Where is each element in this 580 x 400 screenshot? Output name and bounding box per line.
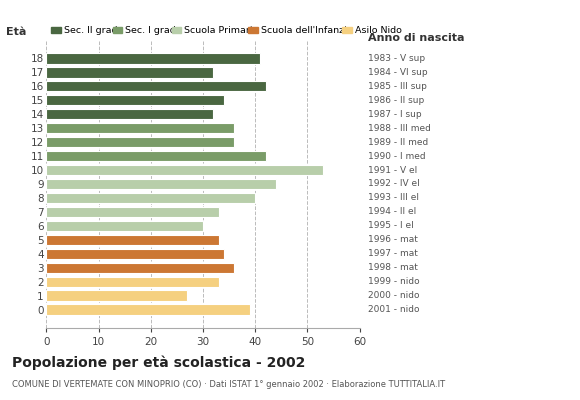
Text: 1989 - II med: 1989 - II med (368, 138, 429, 147)
Bar (46, 81, 266, 92)
Text: COMUNE DI VERTEMATE CON MINOPRIO (CO) · Dati ISTAT 1° gennaio 2002 · Elaborazion: COMUNE DI VERTEMATE CON MINOPRIO (CO) · … (12, 380, 445, 389)
Text: Anno di nascita: Anno di nascita (368, 33, 465, 43)
Text: Popolazione per età scolastica - 2002: Popolazione per età scolastica - 2002 (12, 356, 305, 370)
Text: 1999 - nido: 1999 - nido (368, 277, 420, 286)
Text: 1997 - mat: 1997 - mat (368, 249, 418, 258)
Bar (46, 179, 276, 189)
Bar (46, 248, 224, 259)
Bar (46, 53, 260, 64)
Bar (46, 207, 219, 217)
Text: 2000 - nido: 2000 - nido (368, 291, 420, 300)
Text: 1983 - V sup: 1983 - V sup (368, 54, 425, 63)
Text: 1996 - mat: 1996 - mat (368, 235, 418, 244)
Text: 1992 - IV el: 1992 - IV el (368, 180, 420, 188)
Text: 2001 - nido: 2001 - nido (368, 305, 420, 314)
Text: 1986 - II sup: 1986 - II sup (368, 96, 425, 105)
Text: 1995 - I el: 1995 - I el (368, 221, 414, 230)
Text: 1987 - I sup: 1987 - I sup (368, 110, 422, 119)
Bar (46, 235, 219, 245)
Bar (46, 151, 266, 161)
Bar (46, 95, 224, 106)
Bar (46, 276, 219, 287)
Bar (46, 67, 213, 78)
Bar (46, 137, 234, 147)
Bar (46, 290, 187, 301)
Bar (46, 123, 234, 133)
Text: 1985 - III sup: 1985 - III sup (368, 82, 427, 91)
Bar (46, 193, 255, 203)
Bar (46, 109, 213, 120)
Text: 1993 - III el: 1993 - III el (368, 194, 419, 202)
Bar (46, 165, 323, 175)
Text: 1991 - V el: 1991 - V el (368, 166, 418, 174)
Bar (46, 221, 203, 231)
Text: 1990 - I med: 1990 - I med (368, 152, 426, 160)
Text: 1988 - III med: 1988 - III med (368, 124, 431, 133)
Text: 1994 - II el: 1994 - II el (368, 208, 416, 216)
Text: 1984 - VI sup: 1984 - VI sup (368, 68, 428, 77)
Bar (46, 304, 250, 315)
Legend: Sec. II grado, Sec. I grado, Scuola Primaria, Scuola dell'Infanzia, Asilo Nido: Sec. II grado, Sec. I grado, Scuola Prim… (51, 26, 402, 35)
Bar (46, 262, 234, 273)
Text: 1998 - mat: 1998 - mat (368, 263, 418, 272)
Text: Età: Età (6, 26, 26, 36)
